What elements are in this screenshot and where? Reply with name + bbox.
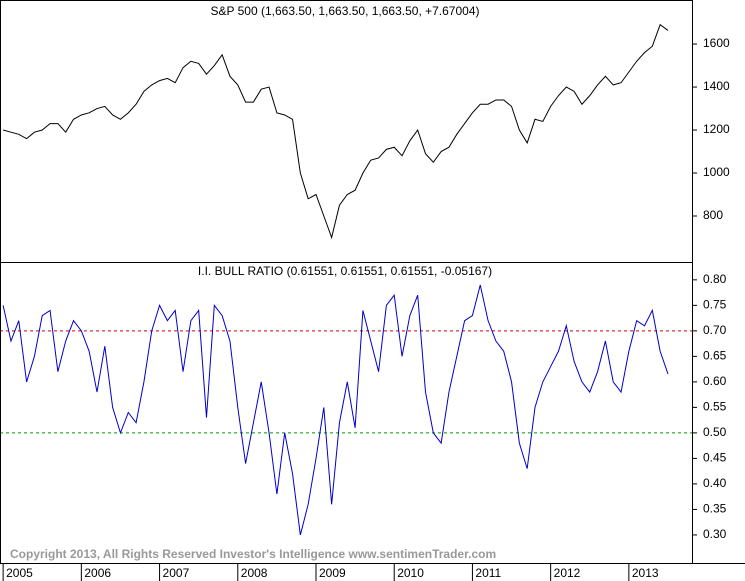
y-tick-label: 1600	[703, 36, 730, 50]
y-tick-label: 0.80	[703, 272, 727, 286]
ratio-title: I.I. BULL RATIO (0.61551, 0.61551, 0.615…	[198, 264, 492, 278]
x-tick-label: 2006	[84, 566, 111, 580]
data-line	[2, 23, 669, 240]
y-tick-label: 0.70	[703, 323, 727, 337]
y-tick-label: 800	[703, 208, 723, 222]
y-tick-label: 0.30	[703, 527, 727, 541]
y-tick-label: 1000	[703, 165, 730, 179]
y-tick-label: 0.65	[703, 349, 727, 363]
y-tick-label: 0.55	[703, 400, 727, 414]
y-tick-label: 1200	[703, 122, 730, 136]
y-tick-label: 0.35	[703, 502, 727, 516]
y-tick-label: 0.50	[703, 425, 727, 439]
price-title: S&P 500 (1,663.50, 1,663.50, 1,663.50, +…	[211, 4, 480, 18]
y-tick-label: 0.75	[703, 298, 727, 312]
x-tick-label: 2013	[632, 566, 659, 580]
x-tick-label: 2011	[475, 566, 501, 580]
x-tick-label: 2007	[163, 566, 190, 580]
x-tick-label: 2012	[554, 566, 581, 580]
x-tick-label: 2009	[319, 566, 346, 580]
y-tick-label: 0.60	[703, 374, 727, 388]
x-tick-label: 2005	[6, 566, 33, 580]
x-tick-label: 2010	[397, 566, 424, 580]
x-tick-label: 2008	[241, 566, 268, 580]
y-tick-label: 0.40	[703, 476, 727, 490]
data-line	[2, 284, 669, 536]
copyright-note: Copyright 2013, All Rights Reserved Inve…	[10, 547, 496, 561]
y-tick-label: 1400	[703, 79, 730, 93]
y-tick-label: 0.45	[703, 451, 727, 465]
